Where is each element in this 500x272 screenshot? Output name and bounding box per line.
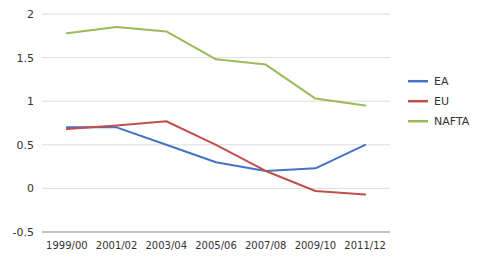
legend-label: EA: [434, 75, 449, 88]
legend-label: NAFTA: [434, 115, 470, 128]
y-tick-label: 0: [27, 182, 34, 195]
plot-area: [67, 27, 365, 194]
chart-container: -0.5 0 0.5 1 1.5 2 1999/00 2001/02 2003/04 2005/0…: [0, 0, 500, 272]
grid-line: [42, 232, 390, 233]
series-line: [67, 127, 365, 171]
y-tick-label: 1: [27, 95, 34, 108]
x-tick-label: 1999/00: [46, 240, 88, 251]
grid-line: [42, 14, 390, 15]
x-tick-label: 2005/06: [195, 240, 237, 251]
chart-svg: -0.5 0 0.5 1 1.5 2 1999/00 2001/02 2003/04 2005/0…: [0, 0, 500, 272]
y-tick-label: -0.5: [13, 226, 34, 239]
x-axis-line: [42, 232, 390, 233]
y-tick-label: 2: [27, 8, 34, 21]
series-line: [67, 27, 365, 105]
x-tick-label: 2007/08: [245, 240, 287, 251]
legend-swatch: [408, 100, 428, 103]
legend-label: EU: [434, 95, 449, 108]
grid-line: [42, 188, 390, 189]
grid-line: [42, 57, 390, 58]
legend-swatch: [408, 120, 428, 123]
legend: EA EU NAFTA: [408, 75, 470, 128]
y-tick-label: 1.5: [17, 52, 35, 65]
x-tick-label: 2001/02: [96, 240, 138, 251]
y-tick-label: 0.5: [17, 139, 35, 152]
legend-swatch: [408, 80, 428, 83]
x-axis: 1999/00 2001/02 2003/04 2005/06 2007/08 2009/…: [46, 240, 386, 251]
x-tick-label: 2009/10: [295, 240, 337, 251]
x-tick-label: 2011/12: [344, 240, 386, 251]
y-axis: -0.5 0 0.5 1 1.5 2: [13, 8, 390, 239]
series-line: [67, 121, 365, 194]
x-tick-label: 2003/04: [146, 240, 188, 251]
